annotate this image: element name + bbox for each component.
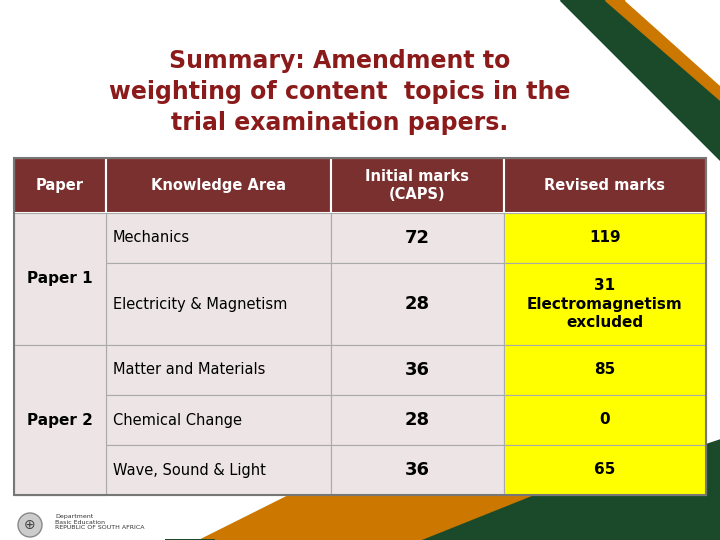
Text: Mechanics: Mechanics (113, 231, 190, 246)
Text: Revised marks: Revised marks (544, 178, 665, 193)
Bar (503, 158, 706, 213)
Polygon shape (165, 440, 720, 540)
Text: 36: 36 (405, 461, 430, 479)
Text: Initial marks
(CAPS): Initial marks (CAPS) (365, 168, 469, 202)
Text: Paper 1: Paper 1 (27, 272, 93, 287)
Bar (330, 445, 503, 495)
Text: Electricity & Magnetism: Electricity & Magnetism (113, 296, 287, 312)
Bar (106, 445, 330, 495)
Text: 31
Electromagnetism
excluded: 31 Electromagnetism excluded (527, 278, 683, 330)
Text: Summary: Amendment to
weighting of content  topics in the
trial examination pape: Summary: Amendment to weighting of conte… (109, 49, 571, 134)
Bar (14, 158, 706, 495)
Polygon shape (625, 0, 720, 85)
Text: Chemical Change: Chemical Change (113, 413, 242, 428)
Text: 28: 28 (405, 411, 430, 429)
Bar (330, 263, 503, 345)
Bar (14, 345, 106, 495)
Text: 65: 65 (594, 462, 616, 477)
Bar (14, 263, 106, 345)
Bar (106, 158, 330, 213)
Bar (106, 345, 330, 395)
Bar (14, 213, 106, 345)
Text: Knowledge Area: Knowledge Area (150, 178, 286, 193)
Bar (503, 263, 706, 345)
Text: 85: 85 (594, 362, 616, 377)
Bar (503, 213, 706, 263)
Bar (330, 345, 503, 395)
Polygon shape (605, 0, 720, 100)
Text: Matter and Materials: Matter and Materials (113, 362, 266, 377)
Polygon shape (215, 480, 570, 540)
Bar (14, 345, 106, 395)
Polygon shape (180, 460, 720, 540)
Bar (106, 395, 330, 445)
Polygon shape (200, 485, 540, 540)
Text: Paper: Paper (36, 178, 84, 193)
Circle shape (18, 513, 42, 537)
Bar (106, 263, 330, 345)
Text: Wave, Sound & Light: Wave, Sound & Light (113, 462, 266, 477)
Bar (330, 158, 503, 213)
Bar (503, 445, 706, 495)
Polygon shape (560, 0, 720, 160)
Bar (106, 213, 330, 263)
Bar (330, 395, 503, 445)
Bar (14, 445, 106, 495)
Text: 28: 28 (405, 295, 430, 313)
Bar (14, 213, 106, 263)
Text: 0: 0 (600, 413, 610, 428)
Bar (14, 395, 106, 445)
Bar (330, 213, 503, 263)
Text: Paper 2: Paper 2 (27, 413, 93, 428)
Bar (503, 395, 706, 445)
Text: Department
Basic Education
REPUBLIC OF SOUTH AFRICA: Department Basic Education REPUBLIC OF S… (55, 514, 145, 530)
Text: 36: 36 (405, 361, 430, 379)
Text: 72: 72 (405, 229, 430, 247)
Text: ⊕: ⊕ (24, 518, 36, 532)
Text: 119: 119 (589, 231, 621, 246)
Bar (503, 345, 706, 395)
Bar (14, 158, 106, 213)
